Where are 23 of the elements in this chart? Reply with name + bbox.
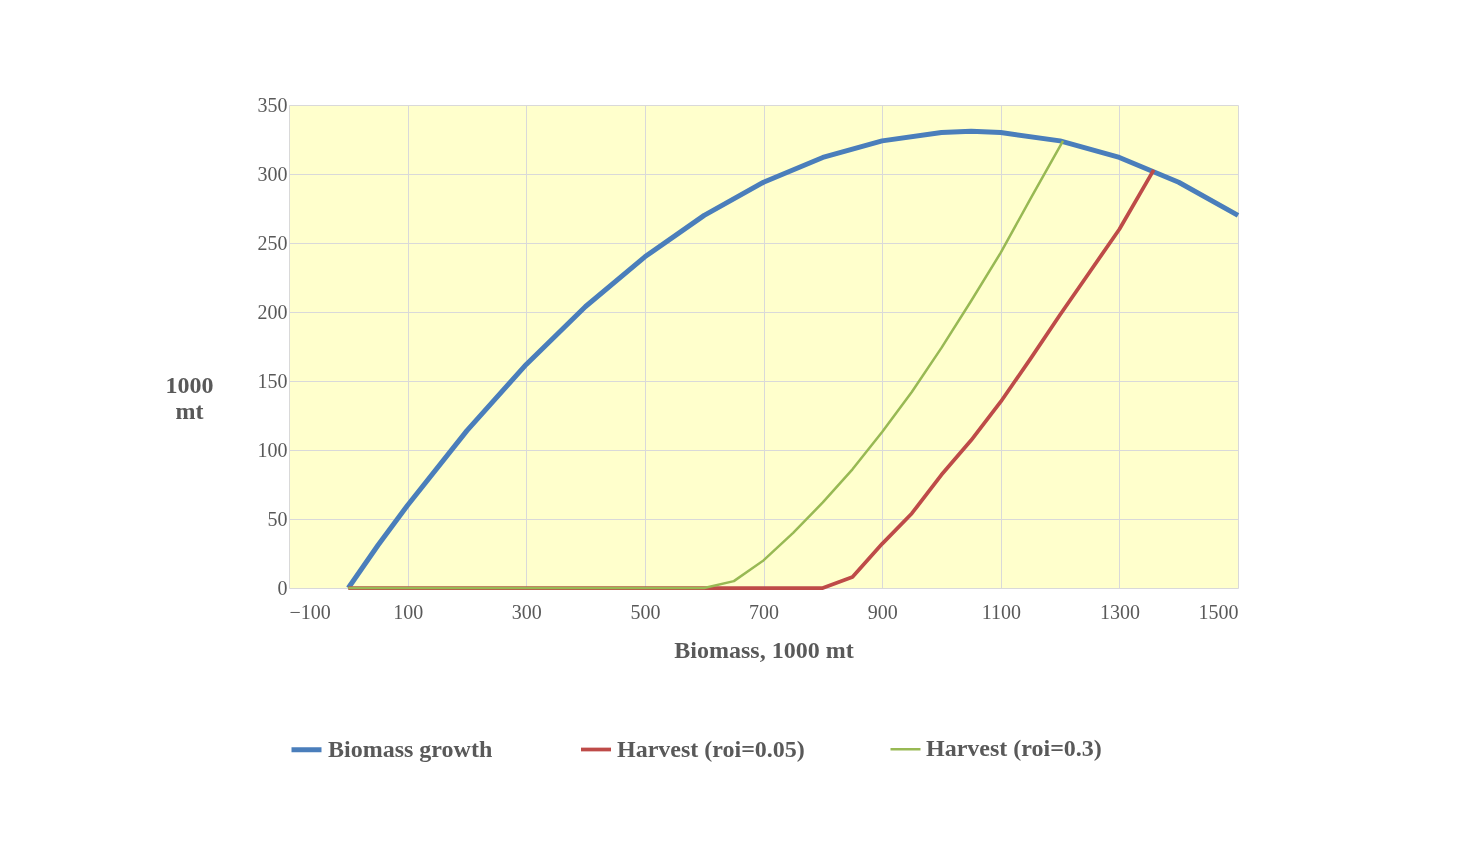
x-tick-label: 700 — [749, 600, 779, 623]
y-tick-label: 200 — [257, 300, 288, 323]
y-axis-title: 1000 mt — [165, 371, 214, 424]
x-tick-label: 100 — [393, 600, 424, 623]
y-tick-label: 50 — [267, 507, 288, 530]
x-tick-label: 1100 — [981, 600, 1021, 623]
y-tick-label: 350 — [257, 93, 288, 116]
legend-label: Harvest (roi=0.3) — [926, 735, 1102, 762]
y-tick-label: 0 — [277, 576, 288, 599]
y-tick-label: 150 — [257, 369, 288, 392]
x-tick-label: 500 — [630, 600, 661, 623]
x-tick-label: 300 — [511, 600, 542, 623]
x-axis-title: Biomass, 1000 mt — [674, 636, 854, 663]
y-tick-label: 300 — [257, 162, 288, 185]
x-tick-label: 1300 — [1099, 600, 1140, 623]
x-tick-label: 1500 — [1198, 600, 1239, 623]
x-tick-label: −100 — [289, 600, 331, 623]
legend-label: Biomass growth — [328, 735, 493, 762]
y-tick-label: 100 — [257, 438, 288, 461]
x-tick-label: 900 — [867, 600, 898, 623]
line-series — [347, 139, 1065, 590]
y-tick-label: 250 — [257, 231, 288, 254]
legend-label: Harvest (roi=0.05) — [617, 735, 805, 762]
